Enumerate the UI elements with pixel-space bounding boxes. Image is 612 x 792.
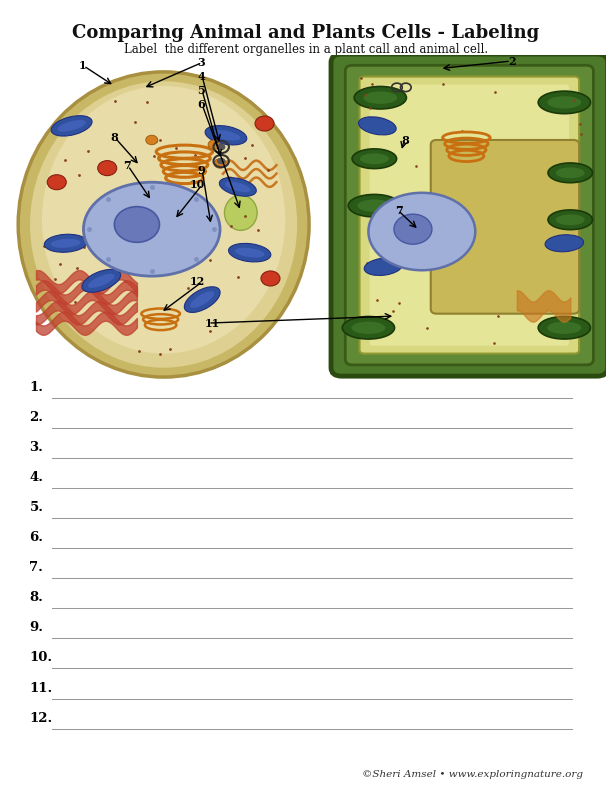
Ellipse shape	[225, 181, 251, 192]
Ellipse shape	[547, 96, 581, 109]
Text: Comparing Animal and Plants Cells - Labeling: Comparing Animal and Plants Cells - Labe…	[72, 25, 540, 42]
Circle shape	[114, 207, 160, 242]
Text: 8.: 8.	[29, 592, 43, 604]
Ellipse shape	[51, 116, 92, 136]
Ellipse shape	[351, 322, 386, 334]
Ellipse shape	[211, 130, 241, 140]
Ellipse shape	[184, 287, 220, 312]
FancyBboxPatch shape	[431, 140, 579, 314]
Text: 1: 1	[79, 60, 86, 71]
Text: 9: 9	[198, 165, 205, 176]
Ellipse shape	[538, 91, 591, 114]
Text: 11.: 11.	[29, 682, 53, 695]
Ellipse shape	[354, 86, 406, 109]
Text: 6.: 6.	[29, 531, 43, 544]
Text: 5: 5	[198, 86, 205, 96]
Ellipse shape	[360, 154, 389, 164]
Circle shape	[255, 116, 274, 131]
FancyBboxPatch shape	[370, 85, 569, 345]
Text: 8: 8	[401, 135, 409, 147]
Text: 6: 6	[198, 99, 205, 110]
Ellipse shape	[538, 317, 591, 339]
Ellipse shape	[235, 248, 264, 257]
Ellipse shape	[83, 182, 220, 276]
Ellipse shape	[225, 195, 257, 230]
Circle shape	[217, 158, 225, 165]
Circle shape	[214, 158, 226, 168]
Text: 9.: 9.	[29, 622, 43, 634]
Text: ©Sheri Amsel • www.exploringnature.org: ©Sheri Amsel • www.exploringnature.org	[362, 771, 583, 779]
Ellipse shape	[88, 274, 114, 287]
Ellipse shape	[357, 200, 391, 212]
Circle shape	[261, 271, 280, 286]
Ellipse shape	[352, 149, 397, 169]
Text: 12.: 12.	[29, 712, 53, 725]
Text: 8: 8	[110, 132, 118, 143]
Text: 3.: 3.	[29, 441, 43, 454]
Text: 10.: 10.	[29, 652, 53, 664]
Text: 4.: 4.	[29, 471, 43, 484]
Ellipse shape	[42, 86, 285, 353]
Text: 7: 7	[395, 205, 403, 216]
Ellipse shape	[342, 317, 395, 339]
Ellipse shape	[228, 243, 271, 262]
Circle shape	[47, 175, 66, 190]
Circle shape	[98, 161, 117, 176]
Ellipse shape	[30, 82, 297, 367]
Text: 7.: 7.	[29, 562, 43, 574]
Ellipse shape	[556, 215, 584, 225]
Ellipse shape	[51, 238, 81, 248]
Text: 2: 2	[508, 55, 515, 67]
Ellipse shape	[364, 92, 397, 104]
Circle shape	[146, 135, 158, 145]
Text: 1.: 1.	[29, 381, 43, 394]
Text: Label  the different organelles in a plant call and animal cell.: Label the different organelles in a plan…	[124, 43, 488, 55]
Text: 2.: 2.	[29, 411, 43, 424]
Circle shape	[217, 143, 225, 150]
Ellipse shape	[359, 116, 396, 135]
Ellipse shape	[364, 258, 402, 276]
Text: 10: 10	[190, 179, 205, 190]
Ellipse shape	[82, 269, 121, 292]
Ellipse shape	[205, 126, 247, 145]
Text: 3: 3	[198, 57, 205, 68]
FancyBboxPatch shape	[359, 77, 579, 353]
Ellipse shape	[556, 167, 584, 178]
Ellipse shape	[545, 234, 584, 252]
Circle shape	[208, 140, 220, 150]
FancyBboxPatch shape	[331, 54, 608, 376]
Ellipse shape	[58, 120, 86, 131]
Ellipse shape	[348, 194, 400, 217]
Text: 5.: 5.	[29, 501, 43, 514]
Text: 7: 7	[123, 160, 131, 171]
Text: 11: 11	[205, 318, 220, 329]
Ellipse shape	[219, 177, 256, 196]
Circle shape	[394, 214, 432, 244]
Ellipse shape	[547, 322, 581, 334]
Ellipse shape	[190, 291, 214, 308]
Ellipse shape	[18, 72, 309, 377]
Ellipse shape	[548, 163, 592, 183]
FancyBboxPatch shape	[345, 65, 594, 365]
Text: 4: 4	[198, 71, 205, 82]
Text: 12: 12	[190, 276, 205, 287]
Ellipse shape	[44, 234, 87, 253]
Ellipse shape	[548, 210, 592, 230]
Ellipse shape	[368, 192, 476, 270]
